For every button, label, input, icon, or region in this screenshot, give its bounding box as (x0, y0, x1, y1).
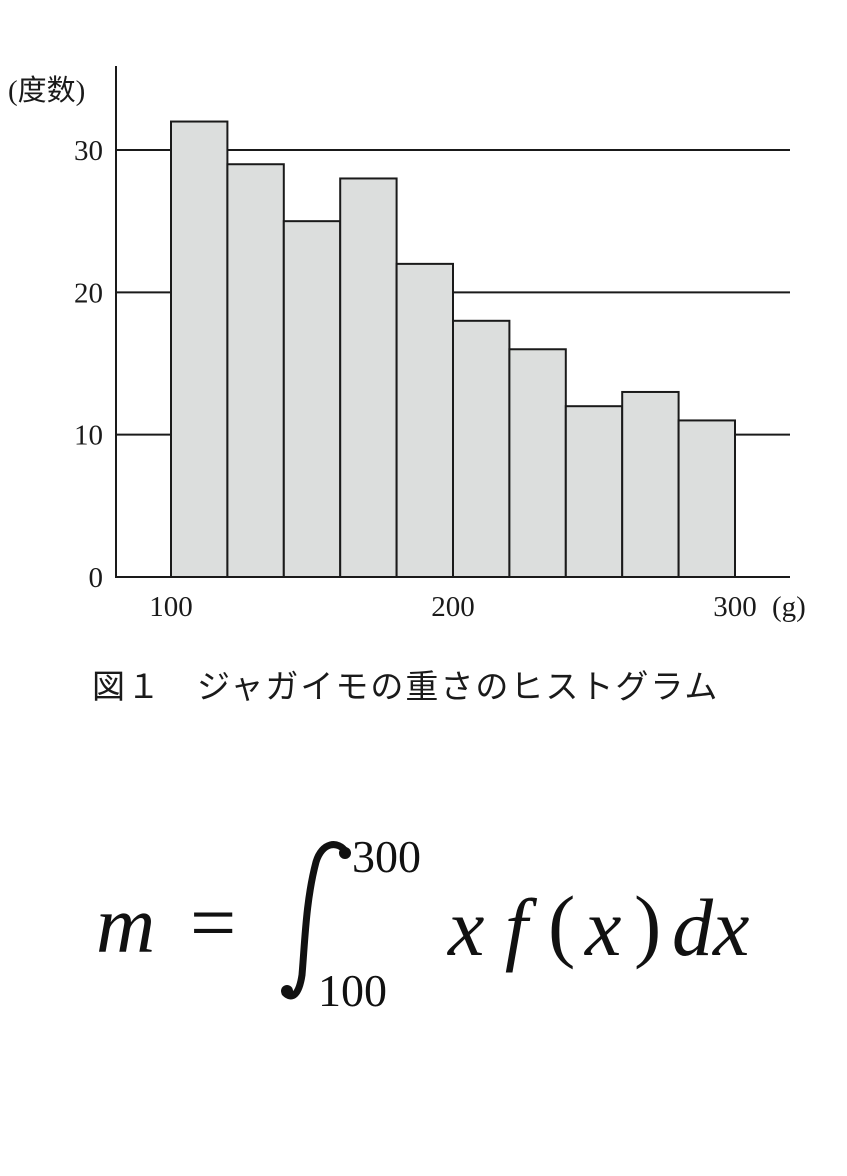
integral-sign-bottom-dot (281, 985, 293, 997)
bar-200-220 (452, 319, 511, 578)
x-axis-unit: (g) (772, 591, 806, 623)
x-tick-label-300: 300 (713, 591, 757, 623)
integral-sign-icon (281, 841, 350, 1000)
y-axis-label: (度数) (8, 74, 85, 107)
bar-100-120 (170, 120, 229, 579)
formula-right-paren: ) (634, 879, 661, 970)
bar-280-300 (677, 419, 736, 578)
bar-140-160 (282, 220, 342, 579)
x-tick-label-200: 200 (431, 591, 475, 623)
bar-180-200 (395, 262, 455, 578)
integral-upper-limit: 300 (352, 831, 421, 882)
y-tick-label-20: 20 (74, 277, 103, 309)
formula-lhs: m (96, 879, 155, 970)
bars (170, 120, 736, 579)
y-tick-label-0: 0 (89, 562, 104, 594)
bar-260-280 (621, 390, 680, 579)
x-tick-labels: 100 200 300 (149, 591, 757, 623)
integral-sign-top-dot (339, 847, 351, 859)
integral-lower-limit: 100 (318, 965, 387, 1016)
bar-220-240 (508, 348, 567, 578)
y-tick-label-30: 30 (74, 135, 103, 167)
x-tick-label-100: 100 (149, 591, 193, 623)
formula-differential: dx (672, 882, 749, 973)
figure-caption: 図１ ジャガイモの重さのヒストグラム (92, 660, 719, 708)
formula-variable: x (584, 882, 621, 973)
bar-160-180 (339, 177, 398, 578)
histogram-chart: 0 10 20 30 100 200 300 (度数) (g) (8, 66, 806, 623)
figure-number: 図１ (92, 667, 162, 706)
y-tick-label-10: 10 (74, 420, 103, 452)
formula-integrand: x f (447, 882, 538, 973)
y-tick-labels: 0 10 20 30 (74, 135, 103, 594)
bar-240-260 (564, 405, 624, 579)
formula-left-paren: ( (548, 879, 575, 970)
bar-120-140 (226, 163, 285, 578)
formula-equals: = (190, 877, 236, 968)
figure-title: ジャガイモの重さのヒストグラム (197, 667, 720, 706)
